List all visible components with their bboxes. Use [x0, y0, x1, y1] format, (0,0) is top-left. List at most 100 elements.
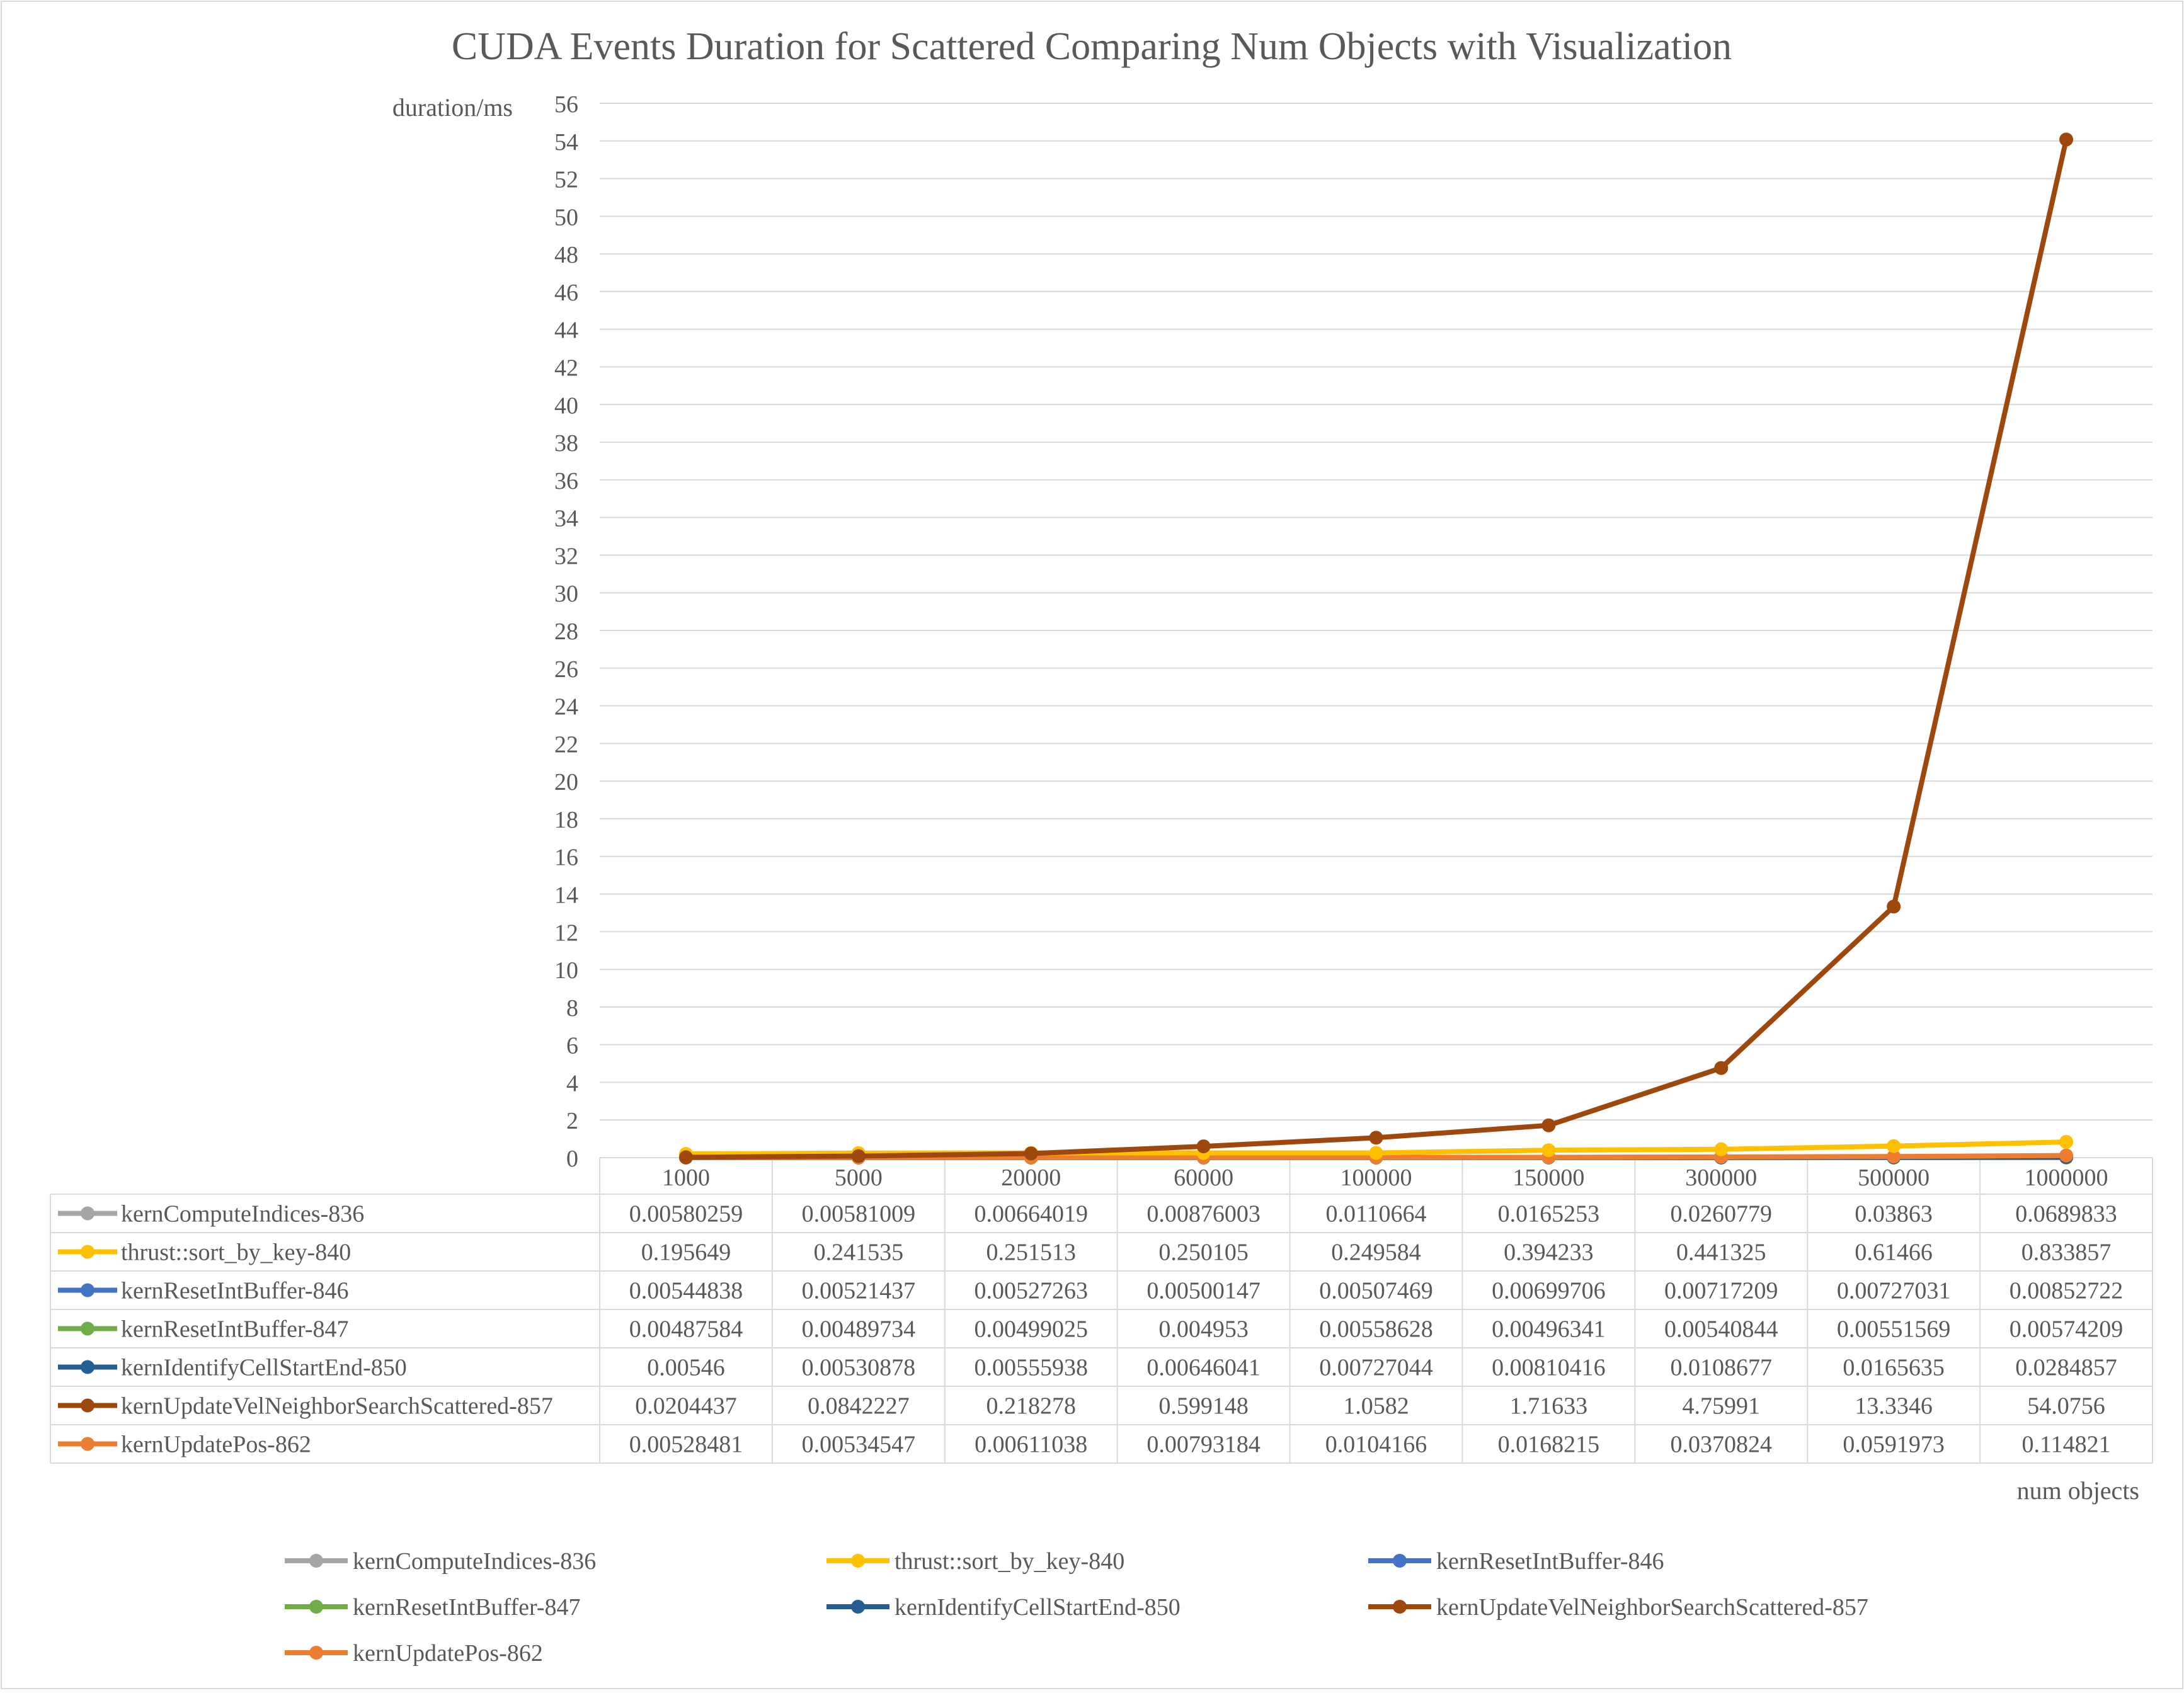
- table-cell-value: 1.71633: [1510, 1393, 1588, 1420]
- data-point: [1197, 1139, 1211, 1153]
- chart-title: CUDA Events Duration for Scattered Compa…: [452, 25, 1732, 68]
- table-cell-value: 0.00574209: [2010, 1316, 2124, 1343]
- legend-item: kernUpdateVelNeighborSearchScattered-857: [1368, 1594, 1868, 1621]
- table-cell-value: 0.00727044: [1319, 1355, 1433, 1381]
- legend-marker: [309, 1646, 323, 1660]
- y-tick-label: 40: [554, 392, 578, 419]
- y-tick-label: 28: [554, 618, 578, 645]
- table-cell-value: 0.218278: [986, 1393, 1076, 1420]
- y-tick-label: 42: [554, 355, 578, 382]
- legend-marker: [309, 1554, 323, 1568]
- y-tick-label: 30: [554, 581, 578, 607]
- table-cell-value: 0.00580259: [629, 1201, 743, 1228]
- data-point: [2059, 133, 2073, 147]
- table-series-key-marker: [81, 1437, 94, 1451]
- legend-label: kernIdentifyCellStartEnd-850: [895, 1594, 1181, 1621]
- table-cell-value: 0.249584: [1331, 1240, 1421, 1266]
- table-cell-value: 0.00555938: [974, 1355, 1088, 1381]
- x-tick-label: 300000: [1685, 1165, 1757, 1191]
- table-cell-value: 0.195649: [641, 1240, 731, 1266]
- y-tick-label: 56: [554, 91, 578, 118]
- table-cell-value: 0.00489734: [802, 1316, 916, 1343]
- y-tick-label: 18: [554, 807, 578, 833]
- table-series-name: thrust::sort_by_key-840: [121, 1240, 351, 1266]
- table-cell-value: 0.00581009: [802, 1201, 916, 1228]
- y-tick-label: 14: [554, 882, 578, 909]
- table-cell-value: 0.004953: [1158, 1316, 1249, 1343]
- table-series-name: kernResetIntBuffer-846: [121, 1278, 349, 1304]
- table-series-key-marker: [81, 1322, 94, 1336]
- data-point: [1714, 1061, 1728, 1075]
- table-cell-value: 0.0591973: [1843, 1432, 1945, 1458]
- table-cell-value: 0.00540844: [1664, 1316, 1778, 1343]
- legend-label: kernUpdatePos-862: [353, 1640, 543, 1667]
- x-tick-label: 1000000: [2025, 1165, 2108, 1191]
- table-cell-value: 0.00793184: [1146, 1432, 1261, 1458]
- y-tick-label: 50: [554, 204, 578, 231]
- y-tick-label: 2: [566, 1108, 578, 1134]
- table-cell-value: 0.114821: [2022, 1432, 2111, 1458]
- y-tick-label: 34: [554, 506, 578, 532]
- table-cell-value: 0.0284857: [2015, 1355, 2117, 1381]
- data-point: [679, 1150, 693, 1164]
- table-cell-value: 0.599148: [1158, 1393, 1249, 1420]
- data-point: [1887, 1139, 1901, 1153]
- table-series-key-marker: [81, 1284, 94, 1297]
- table-cell-value: 0.0110664: [1325, 1201, 1426, 1228]
- y-tick-label: 22: [554, 731, 578, 758]
- table-cell-value: 0.00558628: [1319, 1316, 1433, 1343]
- table-cell-value: 0.833857: [2021, 1240, 2112, 1266]
- y-axis-label: duration/ms: [392, 93, 513, 122]
- data-point: [1541, 1119, 1555, 1132]
- table-cell-value: 54.0756: [2027, 1393, 2105, 1420]
- table-series-name: kernUpdateVelNeighborSearchScattered-857: [121, 1393, 553, 1420]
- data-point: [1887, 899, 1901, 913]
- data-point: [1369, 1146, 1383, 1160]
- legend-label: kernResetIntBuffer-846: [1436, 1548, 1664, 1575]
- y-tick-label: 32: [554, 543, 578, 569]
- y-tick-label: 46: [554, 280, 578, 306]
- x-tick-label: 500000: [1858, 1165, 1930, 1191]
- y-tick-label: 52: [554, 167, 578, 193]
- y-tick-label: 38: [554, 430, 578, 457]
- y-tick-label: 6: [566, 1033, 578, 1059]
- table-cell-value: 0.61466: [1855, 1240, 1933, 1266]
- y-tick-label: 26: [554, 656, 578, 683]
- data-point: [2059, 1135, 2073, 1149]
- table-series-name: kernIdentifyCellStartEnd-850: [121, 1355, 407, 1381]
- table-cell-value: 0.251513: [986, 1240, 1076, 1266]
- table-series-key-marker: [81, 1207, 94, 1221]
- table-cell-value: 0.0165253: [1498, 1201, 1600, 1228]
- y-tick-label: 8: [566, 995, 578, 1022]
- table-cell-value: 0.0168215: [1498, 1432, 1600, 1458]
- data-point: [2059, 1149, 2073, 1163]
- x-tick-label: 1000: [662, 1165, 710, 1191]
- table-series-key-marker: [81, 1245, 94, 1259]
- y-tick-label: 0: [566, 1146, 578, 1172]
- table-cell-value: 0.441325: [1676, 1240, 1766, 1266]
- data-point: [1541, 1143, 1555, 1157]
- table-series-name: kernUpdatePos-862: [121, 1432, 311, 1458]
- table-cell-value: 0.00876003: [1146, 1201, 1261, 1228]
- legend-label: kernUpdateVelNeighborSearchScattered-857: [1436, 1594, 1868, 1621]
- table-cell-value: 0.241535: [814, 1240, 904, 1266]
- table-cell-value: 0.00551569: [1837, 1316, 1951, 1343]
- table-cell-value: 0.0108677: [1671, 1355, 1773, 1381]
- table-cell-value: 0.0104166: [1325, 1432, 1427, 1458]
- x-tick-label: 20000: [1001, 1165, 1061, 1191]
- table-cell-value: 0.00528481: [629, 1432, 743, 1458]
- table-cell-value: 0.00500147: [1146, 1278, 1261, 1304]
- data-point: [1714, 1143, 1728, 1156]
- data-point: [852, 1149, 866, 1163]
- table-cell-value: 0.00499025: [974, 1316, 1088, 1343]
- legend-marker: [309, 1600, 323, 1614]
- table-cell-value: 0.00699706: [1492, 1278, 1606, 1304]
- table-cell-value: 0.00521437: [802, 1278, 916, 1304]
- x-tick-label: 60000: [1174, 1165, 1233, 1191]
- table-cell-value: 0.0689833: [2015, 1201, 2117, 1228]
- table-cell-value: 0.00611038: [975, 1432, 1087, 1458]
- table-cell-value: 0.00546: [647, 1355, 725, 1381]
- table-cell-value: 0.0204437: [635, 1393, 737, 1420]
